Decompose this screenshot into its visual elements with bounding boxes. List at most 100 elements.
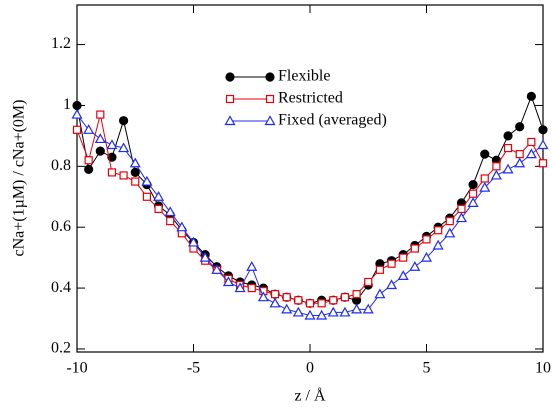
marker xyxy=(527,137,536,147)
marker xyxy=(225,72,235,82)
y-tick-label: 0.4 xyxy=(51,279,71,296)
x-tick-label: -10 xyxy=(66,360,87,377)
marker xyxy=(480,174,489,183)
marker xyxy=(387,259,396,268)
marker xyxy=(515,122,525,132)
marker xyxy=(72,125,82,134)
marker xyxy=(96,110,105,119)
marker xyxy=(142,192,151,201)
marker xyxy=(72,100,82,111)
marker xyxy=(515,150,524,159)
marker xyxy=(164,206,176,217)
marker xyxy=(264,115,276,126)
marker xyxy=(444,227,456,238)
marker xyxy=(118,116,129,126)
legend-label: Fixed (averaged) xyxy=(278,112,387,129)
marker xyxy=(469,189,478,198)
series-line xyxy=(76,114,544,316)
marker xyxy=(83,124,95,134)
marker xyxy=(225,94,235,104)
marker xyxy=(502,163,514,174)
marker xyxy=(129,157,141,168)
marker xyxy=(199,251,211,262)
marker xyxy=(457,204,466,214)
marker xyxy=(234,282,246,293)
legend-label: Restricted xyxy=(278,90,343,107)
marker xyxy=(409,261,421,271)
marker xyxy=(247,283,256,293)
marker xyxy=(317,299,326,308)
marker xyxy=(141,175,153,186)
marker xyxy=(503,143,513,153)
marker xyxy=(166,217,175,226)
marker xyxy=(422,235,431,244)
marker xyxy=(386,279,398,290)
marker xyxy=(364,277,373,287)
marker xyxy=(294,296,303,305)
y-tick-label: 1 xyxy=(63,96,71,113)
marker xyxy=(187,236,200,247)
marker xyxy=(292,306,304,317)
marker xyxy=(339,306,351,317)
marker xyxy=(107,168,117,177)
marker xyxy=(492,162,501,171)
marker xyxy=(538,125,548,135)
marker xyxy=(176,221,188,232)
marker xyxy=(95,146,105,156)
x-tick-label: -5 xyxy=(187,360,200,377)
marker xyxy=(329,296,338,305)
x-axis-label: z / Å xyxy=(294,387,326,405)
x-tick-label: 10 xyxy=(535,360,551,377)
marker xyxy=(375,265,384,274)
marker xyxy=(352,290,361,299)
series-line xyxy=(76,114,544,304)
marker xyxy=(107,152,117,162)
marker xyxy=(265,72,275,82)
y-tick-label: 0.2 xyxy=(51,340,71,357)
marker xyxy=(265,94,275,104)
marker xyxy=(131,177,140,186)
y-tick-label: 1.2 xyxy=(51,35,71,52)
marker xyxy=(514,157,526,168)
marker xyxy=(479,181,491,192)
marker xyxy=(455,212,467,223)
marker xyxy=(269,297,281,308)
marker xyxy=(118,142,130,153)
marker xyxy=(222,276,234,287)
marker xyxy=(130,167,140,178)
marker xyxy=(434,226,443,235)
marker xyxy=(351,303,363,314)
x-tick-label: 0 xyxy=(306,360,314,377)
marker xyxy=(399,253,408,262)
marker xyxy=(467,197,479,207)
marker xyxy=(94,133,106,144)
marker xyxy=(304,309,316,320)
marker xyxy=(224,115,236,126)
marker xyxy=(362,303,374,314)
marker xyxy=(257,291,269,302)
marker xyxy=(270,290,280,299)
marker xyxy=(490,169,502,180)
marker xyxy=(211,264,223,274)
x-tick-label: 5 xyxy=(423,360,431,377)
marker xyxy=(281,303,293,314)
marker xyxy=(316,309,328,320)
marker xyxy=(154,204,163,214)
marker xyxy=(397,270,409,281)
marker xyxy=(445,217,454,226)
y-axis-label: cNa+(1µM) / cNa+(0M) xyxy=(11,100,28,257)
marker xyxy=(84,164,94,174)
marker xyxy=(374,288,386,299)
y-tick-label: 0.6 xyxy=(51,218,71,235)
marker xyxy=(503,131,513,141)
marker xyxy=(327,306,339,317)
y-tick-label: 0.8 xyxy=(51,157,71,174)
marker xyxy=(525,148,537,159)
marker xyxy=(526,91,536,101)
marker xyxy=(84,156,93,165)
marker xyxy=(71,108,83,119)
marker xyxy=(106,139,118,150)
marker xyxy=(153,191,165,201)
